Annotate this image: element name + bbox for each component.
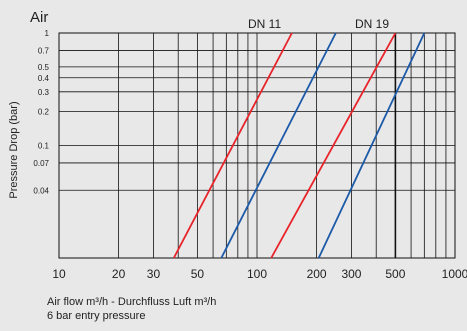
y-tick-label: 1 [45, 29, 50, 38]
x-tick-label: 500 [385, 267, 405, 281]
y-tick-label: 0.7 [38, 46, 50, 55]
series-line-1 [173, 32, 293, 259]
series-label-dn11: DN 11 [248, 17, 281, 31]
y-tick-label: 0.04 [33, 186, 49, 195]
y-tick-label: 0.3 [38, 88, 50, 97]
y-tick-label: 0.07 [33, 159, 49, 168]
chart-title: Air [30, 9, 48, 26]
x-tick-label: 300 [341, 267, 361, 281]
series-line-4 [317, 32, 426, 259]
x-tick-label: 30 [147, 267, 161, 281]
x-tick-label: 50 [191, 267, 205, 281]
y-tick-label: 0.4 [38, 74, 50, 83]
series-line-2 [220, 32, 337, 259]
y-axis-label: Pressure Drop (bar) [8, 101, 20, 198]
chart-grid [58, 32, 456, 259]
series-line-3 [270, 32, 397, 259]
x-tick-label: 100 [247, 267, 267, 281]
x-tick-label: 20 [112, 267, 126, 281]
x-tick-label: 200 [307, 267, 327, 281]
y-tick-label: 0.1 [38, 142, 50, 151]
y-tick-label: 0.2 [38, 108, 50, 117]
x-tick-label: 1000 [442, 267, 467, 281]
x-axis-label: Air flow m³/h - Durchfluss Luft m³/h [47, 296, 217, 308]
x-tick-label: 10 [52, 267, 66, 281]
y-tick-label: 0.5 [38, 63, 50, 72]
chart-subtitle: 6 bar entry pressure [47, 310, 146, 322]
chart-tick-labels: 10 20 30 50 100 200 300 500 1000 1 0.7 0.5 0.4 0.3 0.2… [33, 29, 467, 281]
series-label-dn19: DN 19 [355, 17, 389, 31]
chart-series [173, 32, 426, 259]
